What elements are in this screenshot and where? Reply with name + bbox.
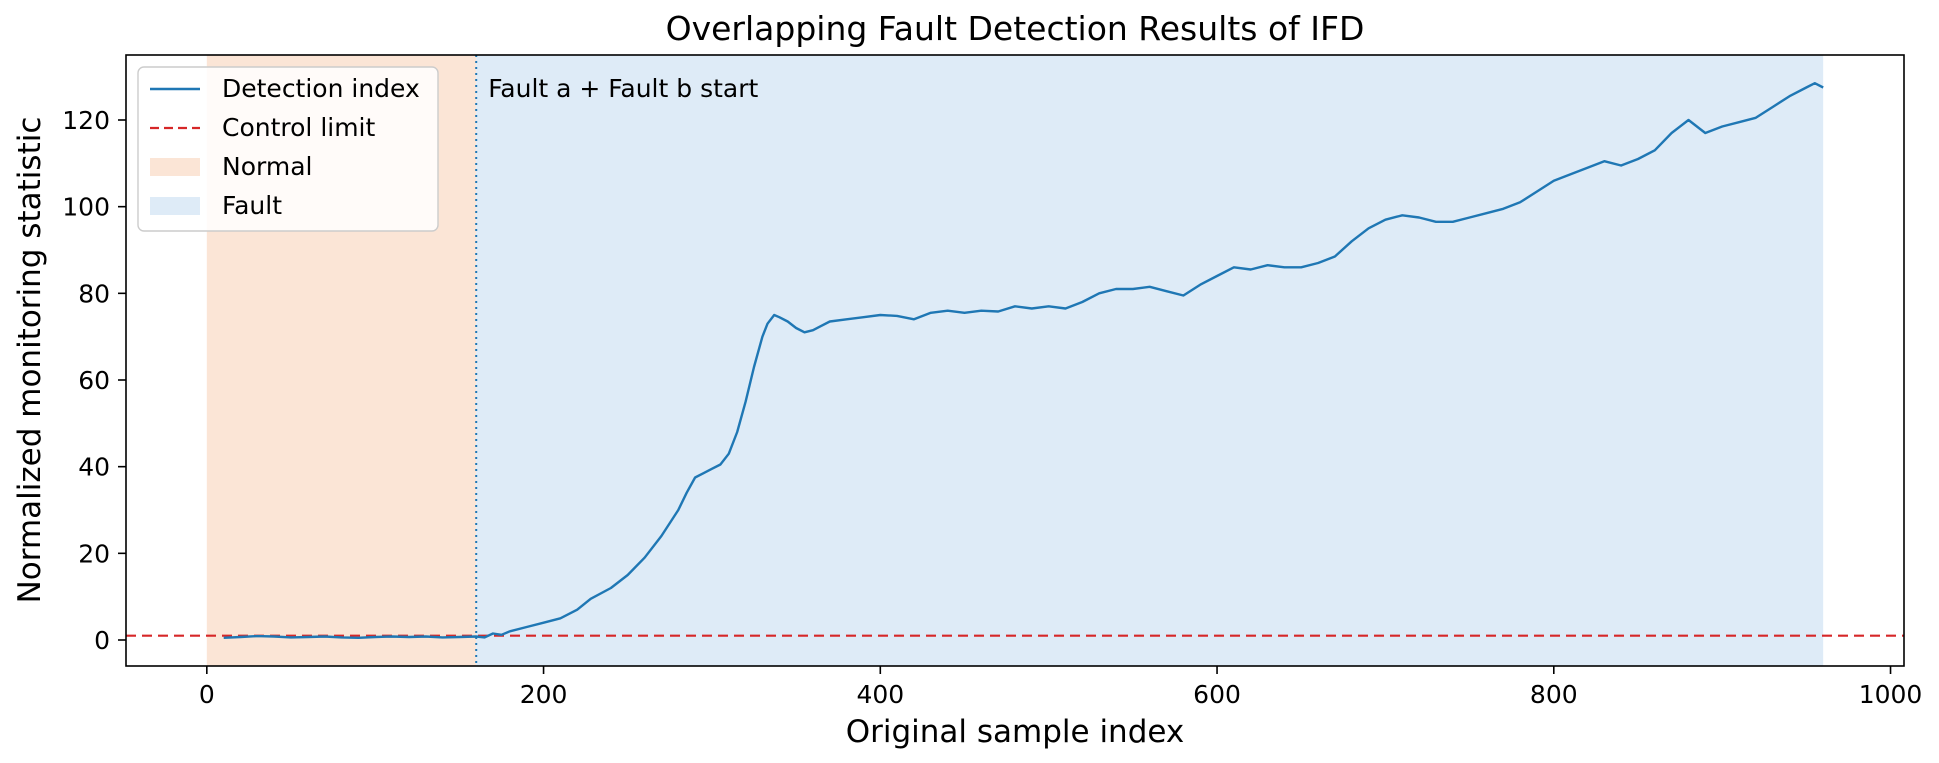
y-axis-label: Normalized monitoring statistic <box>12 117 48 604</box>
legend-swatch-normal <box>150 158 200 176</box>
y-tick-label: 0 <box>94 626 110 655</box>
x-axis-ticks: 0 200 400 600 800 1000 <box>199 666 1922 709</box>
legend-label: Detection index <box>222 74 420 103</box>
legend-box <box>137 66 439 232</box>
x-tick-label: 800 <box>1530 680 1578 709</box>
fault-start-annotation: Fault a + Fault b start <box>488 74 758 103</box>
y-axis-ticks: 0 20 40 60 80 100 120 <box>62 106 126 655</box>
chart-title: Overlapping Fault Detection Results of I… <box>666 9 1365 48</box>
x-tick-label: 0 <box>199 680 215 709</box>
y-tick-label: 20 <box>78 539 110 568</box>
x-tick-label: 1000 <box>1859 680 1923 709</box>
legend-items: Detection index Control limit Normal Fault <box>150 74 420 220</box>
y-tick-label: 100 <box>62 193 110 222</box>
detection-index-line <box>223 81 1824 639</box>
y-tick-label: 60 <box>78 366 110 395</box>
region-fault <box>476 55 1824 666</box>
y-tick-label: 120 <box>62 106 110 135</box>
x-axis-label: Original sample index <box>846 714 1185 750</box>
legend: Detection index Control limit Normal Fault <box>137 66 439 232</box>
legend-label: Control limit <box>222 113 376 142</box>
y-tick-label: 80 <box>78 279 110 308</box>
legend-swatch-fault <box>150 197 200 215</box>
x-tick-label: 600 <box>1193 680 1241 709</box>
legend-label: Normal <box>222 152 312 181</box>
plot-frame <box>125 54 1905 667</box>
x-tick-label: 400 <box>856 680 904 709</box>
shaded-regions <box>206 55 1824 666</box>
legend-label: Fault <box>222 191 282 220</box>
x-tick-label: 200 <box>520 680 568 709</box>
y-tick-label: 40 <box>78 453 110 482</box>
